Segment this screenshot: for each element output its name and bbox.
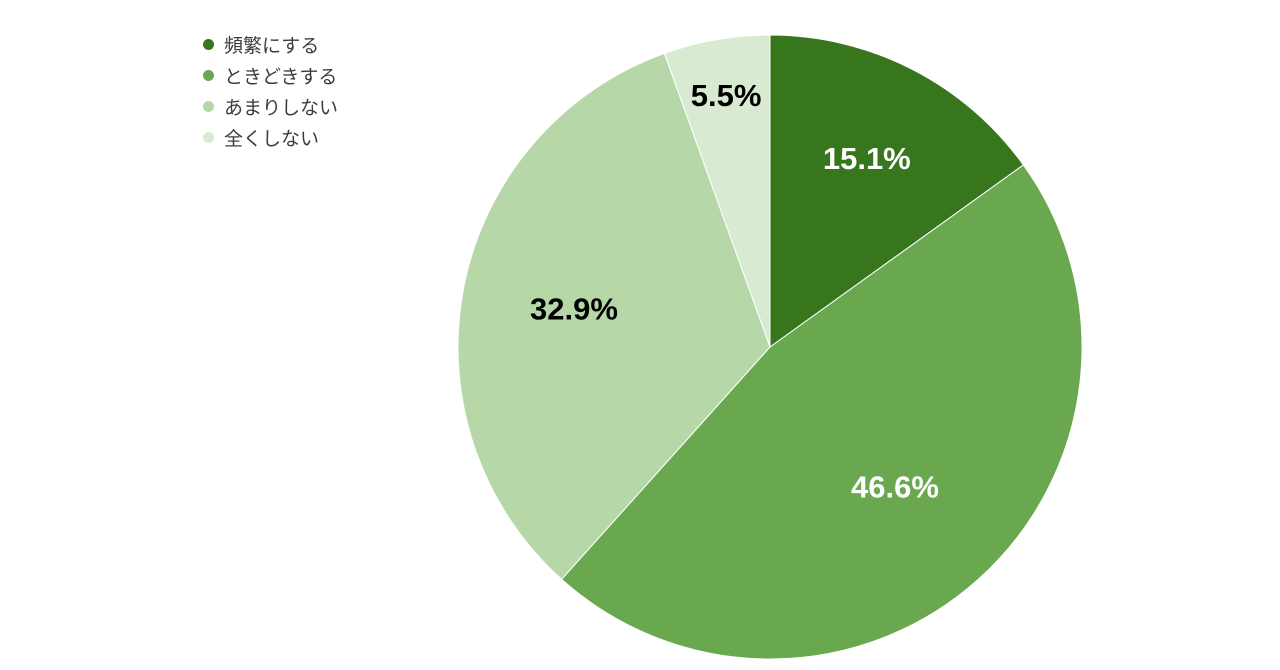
slice-value-label-never: 5.5%	[691, 78, 762, 113]
legend-marker-icon	[203, 101, 214, 112]
legend-label: 頻繁にする	[224, 35, 320, 57]
pie-labels: 15.1% 46.6% 32.9% 5.5%	[530, 78, 939, 504]
pie-slice-sometimes	[560, 164, 1083, 660]
pie-slices	[457, 34, 1083, 660]
legend-label: ときどきする	[224, 66, 338, 88]
legend-item-frequent: 頻繁にする	[203, 29, 338, 60]
pie-slice-frequent	[769, 34, 1025, 348]
slice-value-label-sometimes: 46.6%	[851, 469, 939, 504]
legend-marker-icon	[203, 70, 214, 81]
legend-item-never: 全くしない	[203, 122, 338, 153]
slice-value-label-frequent: 15.1%	[823, 141, 911, 176]
legend-label: あまりしない	[224, 97, 339, 119]
chart-legend: 頻繁にする ときどきする あまりしない 全くしない	[203, 29, 338, 153]
legend-marker-icon	[203, 39, 214, 50]
slice-value-label-rarely: 32.9%	[530, 292, 618, 327]
legend-label: 全くしない	[224, 128, 320, 150]
legend-item-rarely: あまりしない	[203, 91, 338, 122]
pie-slice-never	[663, 34, 771, 348]
legend-marker-icon	[203, 132, 214, 143]
legend-item-sometimes: ときどきする	[203, 60, 338, 91]
pie-slice-rarely	[457, 52, 771, 580]
